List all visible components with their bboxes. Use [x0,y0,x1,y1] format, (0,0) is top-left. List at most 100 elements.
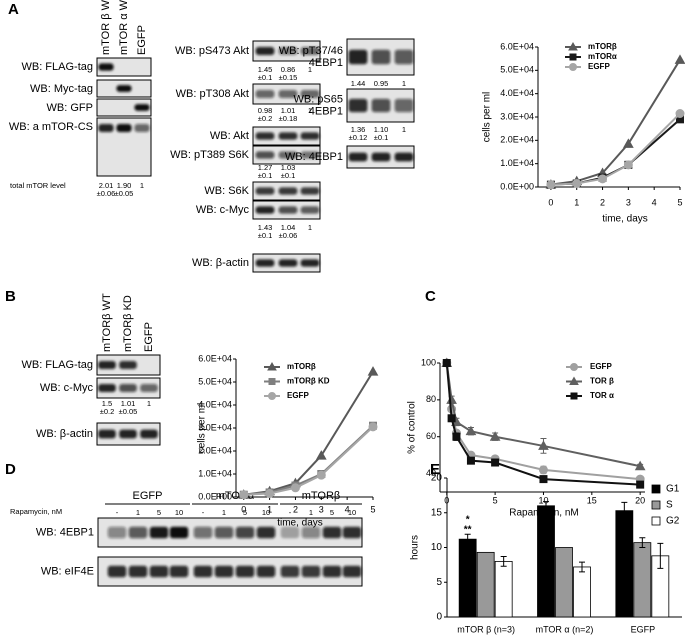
quantification: ±0.05 [115,189,134,198]
marker [623,160,633,170]
row-label: WB: pS65 [293,93,343,105]
y-tick-label: 2.0E+04 [198,445,232,455]
y-tick-label: 0.0E+00 [500,181,534,191]
legend-label: EGFP [590,362,612,371]
marker [368,422,378,432]
legend-label: mTORβ KD [287,377,330,386]
x-tick-label: 0 [241,504,246,514]
quantification: ±0.2 [258,114,273,123]
dose-label: 1 [136,508,140,517]
x-tick-label: 5 [493,495,498,505]
row-label: WB: c-Myc [196,204,250,216]
blot-band [169,565,189,578]
marker [290,483,300,493]
y-axis-label: cells per ml [482,92,493,143]
blot-band [149,526,169,539]
blot-band [300,206,320,214]
marker [465,425,477,436]
row-label: WB: FLAG-tag [21,359,93,371]
blot-band [278,187,298,195]
row-label: WB: Akt [210,130,249,142]
row-label: WB: c-Myc [40,382,94,394]
dose-label: 1 [222,508,226,517]
legend-label: TOR β [590,377,614,386]
y-tick-label: 60 [426,431,436,441]
blot-band [278,151,298,159]
legend-swatch [651,516,661,526]
y-tick-label: 5 [436,577,442,588]
blot-band [255,132,275,140]
error-bar [639,537,646,548]
dose-label: 10 [348,508,356,517]
blot-band [98,63,114,71]
y-tick-label: 100 [421,357,436,367]
x-tick-label: 10 [538,495,548,505]
row-label: WB: pT389 S6K [170,149,250,161]
dose-label: 10 [262,508,270,517]
quantification: 1.27 [258,163,273,172]
dose-title: Rapamycin, nM [10,507,62,516]
blot-band [300,132,320,140]
row-label: WB: pS473 Akt [175,45,249,57]
lane-label: mTORβ KD [122,295,134,352]
marker [367,366,379,376]
blot-band [300,90,320,98]
blot-band [134,104,150,111]
error-bar [543,501,549,511]
error-bar [464,533,471,545]
blot-band [278,90,298,98]
blot-band [255,187,275,195]
annotation: ** [464,525,472,536]
row-label: 4EBP1 [309,57,343,69]
marker [452,432,461,441]
blot-band [256,526,276,539]
x-tick-label: 3 [319,504,324,514]
marker [316,470,326,480]
bar [537,505,555,618]
annotation: * [466,515,470,526]
marker [239,490,249,500]
lane-label: mTOR β WT [100,0,112,55]
quantification: ±0.05 [119,407,138,416]
blot-band [322,565,342,578]
blot-band [214,526,234,539]
x-tick-label: 20 [635,495,645,505]
quantification: 1.43 [258,223,273,232]
blot-band [278,259,298,267]
lane-label: EGFP [143,322,155,352]
y-axis-label: hours [410,535,421,560]
blot-band [280,565,300,578]
panel-label: B [5,288,16,305]
quantification: 1 [308,65,312,74]
y-tick-label: 10 [431,542,443,553]
dose-label: - [202,508,205,517]
quantification: 0.98 [258,106,273,115]
blot-band [193,565,213,578]
y-tick-label: 40 [426,468,436,478]
legend-label: TOR α [590,391,614,400]
row-label: WB: Myc-tag [30,83,93,95]
blot-band [348,152,368,162]
quantification: ±0.1 [374,133,389,142]
blot-band [280,526,300,539]
quant-title: total mTOR level [10,181,66,190]
quantification: ±0.06 [97,189,116,198]
blot-band [128,565,148,578]
dose-label: 5 [243,508,247,517]
marker [265,489,275,499]
y-axis-label: % of control [407,401,418,454]
y-tick-label: 15 [431,507,443,518]
y-tick-label: 4.0E+04 [500,88,534,98]
legend-marker [268,378,276,385]
bar [633,542,652,618]
y-tick-label: 0 [436,612,442,623]
x-tick-label: 0 [548,197,553,207]
marker [572,179,582,188]
row-label: WB: 4EBP1 [36,526,94,538]
y-tick-label: 20 [431,473,443,484]
x-tick-label: 1 [574,197,579,207]
quantification: 1.10 [374,125,389,134]
bar [494,561,513,618]
dose-label: 1 [309,508,313,517]
blot-band [128,526,148,539]
